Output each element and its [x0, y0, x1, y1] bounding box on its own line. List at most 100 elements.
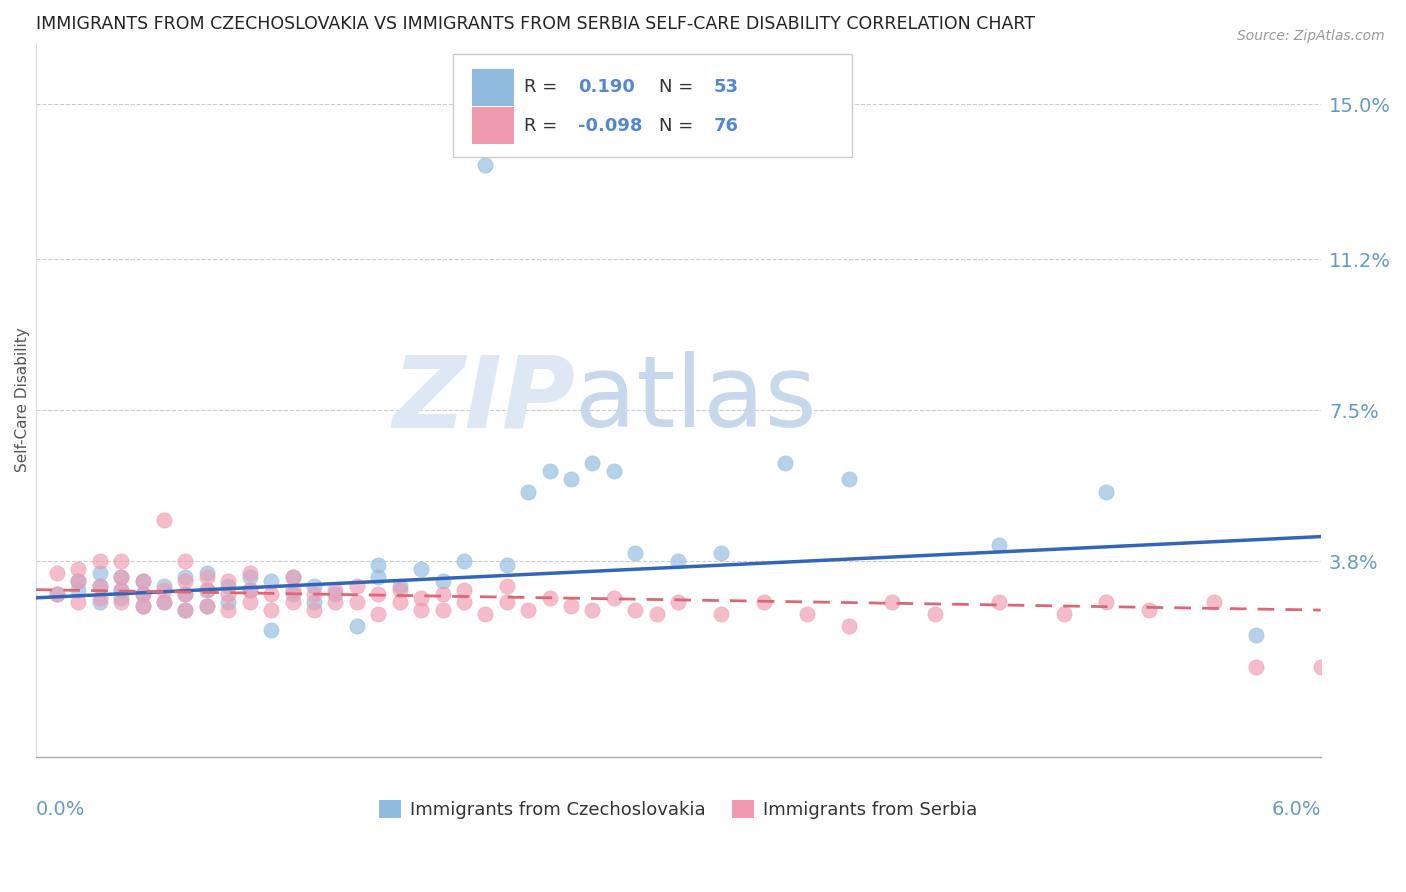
Point: [153, 513, 176, 527]
Point: [89, 595, 111, 609]
Point: [666, 554, 689, 568]
Point: [281, 570, 304, 584]
Point: [645, 607, 668, 622]
Point: [46, 587, 69, 601]
Point: [195, 582, 218, 597]
Point: [131, 574, 153, 589]
Point: [153, 578, 176, 592]
Point: [388, 582, 411, 597]
Point: [239, 582, 262, 597]
Point: [67, 574, 90, 589]
Point: [89, 578, 111, 592]
Point: [217, 574, 239, 589]
Point: [409, 603, 432, 617]
FancyBboxPatch shape: [472, 107, 513, 145]
Point: [346, 595, 368, 609]
Point: [46, 566, 69, 581]
Point: [1095, 595, 1118, 609]
Point: [302, 603, 325, 617]
Point: [432, 603, 454, 617]
Point: [838, 473, 860, 487]
Point: [1095, 484, 1118, 499]
Point: [325, 595, 347, 609]
Point: [239, 595, 262, 609]
Text: -0.098: -0.098: [578, 117, 643, 135]
Point: [432, 587, 454, 601]
Point: [432, 574, 454, 589]
Point: [474, 158, 496, 172]
Point: [110, 591, 132, 605]
Point: [89, 566, 111, 581]
Legend: Immigrants from Czechoslovakia, Immigrants from Serbia: Immigrants from Czechoslovakia, Immigran…: [371, 793, 984, 827]
Point: [538, 464, 561, 478]
Text: ZIP: ZIP: [392, 351, 575, 449]
Point: [281, 582, 304, 597]
Point: [988, 538, 1011, 552]
Point: [217, 578, 239, 592]
Point: [67, 582, 90, 597]
Point: [174, 603, 197, 617]
Point: [325, 582, 347, 597]
Point: [89, 591, 111, 605]
Point: [560, 473, 582, 487]
Point: [89, 578, 111, 592]
Point: [110, 570, 132, 584]
Point: [581, 603, 603, 617]
Point: [260, 587, 283, 601]
Point: [281, 570, 304, 584]
Point: [495, 578, 517, 592]
Point: [1137, 603, 1160, 617]
Point: [367, 607, 389, 622]
Text: R =: R =: [524, 117, 562, 135]
Point: [346, 619, 368, 633]
Text: atlas: atlas: [575, 351, 817, 449]
Point: [517, 484, 540, 499]
Point: [174, 587, 197, 601]
Point: [195, 599, 218, 613]
Point: [603, 464, 626, 478]
Point: [710, 546, 733, 560]
Point: [174, 587, 197, 601]
Point: [666, 595, 689, 609]
Point: [110, 595, 132, 609]
Point: [174, 554, 197, 568]
Point: [281, 595, 304, 609]
Point: [388, 595, 411, 609]
Point: [773, 456, 796, 470]
Point: [474, 607, 496, 622]
Point: [302, 595, 325, 609]
Point: [796, 607, 818, 622]
Point: [495, 595, 517, 609]
Point: [1309, 660, 1331, 674]
Point: [1246, 660, 1268, 674]
Point: [217, 595, 239, 609]
Point: [1202, 595, 1225, 609]
Point: [67, 562, 90, 576]
Point: [1053, 607, 1076, 622]
Point: [988, 595, 1011, 609]
Point: [174, 603, 197, 617]
Point: [453, 595, 475, 609]
Point: [453, 582, 475, 597]
Point: [260, 574, 283, 589]
Point: [67, 574, 90, 589]
Point: [110, 582, 132, 597]
Point: [560, 599, 582, 613]
Point: [302, 587, 325, 601]
Point: [131, 599, 153, 613]
Point: [302, 578, 325, 592]
Point: [195, 599, 218, 613]
Point: [367, 570, 389, 584]
Point: [46, 587, 69, 601]
Point: [882, 595, 904, 609]
Point: [538, 591, 561, 605]
Point: [153, 595, 176, 609]
Y-axis label: Self-Care Disability: Self-Care Disability: [15, 327, 30, 472]
Point: [388, 578, 411, 592]
Point: [131, 574, 153, 589]
Point: [624, 546, 647, 560]
Point: [217, 587, 239, 601]
Point: [495, 558, 517, 573]
Point: [67, 595, 90, 609]
Point: [1246, 627, 1268, 641]
